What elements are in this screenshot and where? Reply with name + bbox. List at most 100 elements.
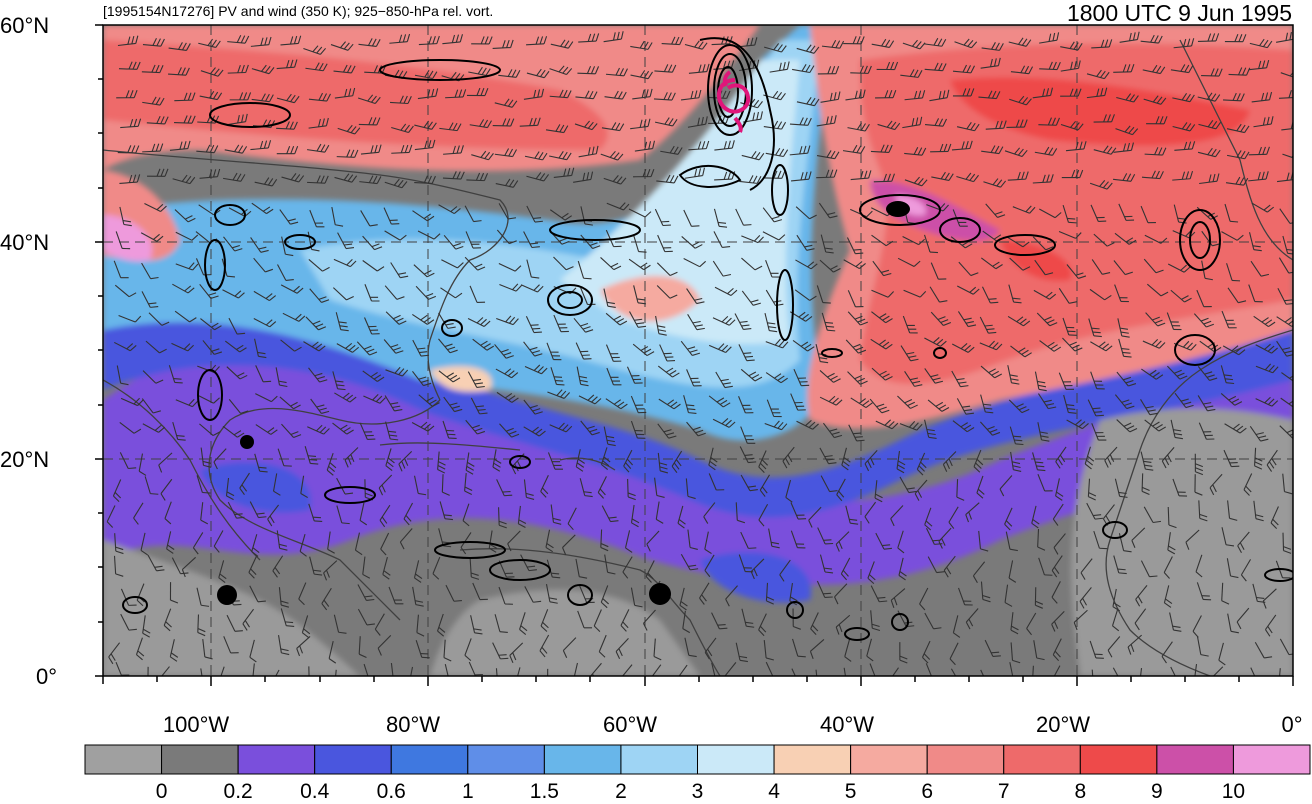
wind-barb [604, 554, 609, 573]
wind-barb [1248, 153, 1267, 156]
wind-barb [1248, 178, 1267, 182]
wind-barb [140, 532, 146, 551]
wind-barb [919, 587, 929, 605]
wind-barb [796, 420, 813, 430]
wind-barb [253, 290, 270, 302]
wind-barb [870, 585, 880, 602]
wind-barb [250, 147, 269, 151]
wind-barb [1102, 504, 1115, 520]
wind-barb [498, 586, 506, 605]
wind-barb [470, 615, 476, 633]
wind-barb [1010, 345, 1026, 358]
wind-barb [645, 560, 655, 577]
wind-barb [540, 475, 549, 492]
wind-barb [1194, 664, 1198, 676]
wind-barb [835, 531, 850, 545]
wind-barb [819, 396, 837, 406]
wind-barb [684, 43, 703, 50]
wind-barb [686, 369, 695, 387]
wind-barb [414, 74, 433, 80]
wind-barb [820, 98, 839, 103]
wind-barb [578, 153, 597, 158]
wind-barb [925, 527, 935, 545]
wind-barb [816, 285, 824, 303]
wind-barb [168, 73, 187, 76]
wind-barb [145, 340, 160, 354]
wind-barb [844, 639, 851, 657]
wind-barb [115, 661, 123, 676]
wind-barb [272, 555, 284, 572]
colorbar-swatch [1156, 744, 1234, 775]
wind-barb [499, 283, 517, 292]
wind-barb [713, 231, 723, 248]
wind-barb [496, 391, 513, 403]
wind-barb [1170, 666, 1176, 676]
wind-barb [385, 421, 391, 440]
wind-barb [1104, 446, 1118, 461]
wind-barb [390, 662, 394, 676]
wind-barb [765, 372, 782, 384]
wind-barb [1008, 41, 1027, 47]
wind-barb [630, 504, 635, 523]
wind-barb [1140, 399, 1151, 416]
wind-barb [1227, 287, 1239, 303]
wind-barb [661, 43, 680, 46]
wind-barb [300, 475, 305, 494]
wind-barb [112, 479, 122, 497]
wind-barb [432, 556, 441, 574]
wind-barb [267, 504, 280, 520]
wind-barb [417, 95, 436, 100]
wind-barb [657, 234, 666, 252]
wind-barb [904, 371, 915, 387]
wind-barb [142, 615, 146, 634]
wind-barb [979, 316, 989, 334]
wind-barb [924, 419, 930, 438]
lon-label-20w: 20°W [1035, 712, 1091, 737]
wind-barb [842, 150, 861, 154]
wind-barb [1197, 636, 1202, 655]
wind-barb [1034, 371, 1040, 390]
wind-barb [711, 43, 730, 46]
wind-barb [1254, 447, 1257, 466]
wind-barb [600, 585, 609, 603]
wind-barb [1166, 312, 1175, 330]
wind-barb [1250, 260, 1262, 277]
hurricane-symbol-icon [716, 70, 751, 133]
wind-barb [164, 501, 172, 519]
wind-barb [654, 121, 673, 127]
wind-barb [1163, 556, 1173, 573]
wind-barb [1060, 46, 1079, 51]
wind-barb [414, 124, 432, 130]
wind-barb [255, 365, 264, 382]
wind-barb [634, 147, 653, 152]
wind-barb [789, 582, 793, 601]
wind-barb [1142, 340, 1160, 349]
wind-barb [657, 423, 670, 439]
wind-barb [1087, 478, 1091, 497]
colorbar-label: 1 [461, 780, 474, 803]
wind-barb [629, 311, 639, 328]
wind-barb [465, 231, 474, 249]
wind-barb [196, 587, 202, 606]
wind-barb [1141, 176, 1160, 180]
wind-barb [740, 426, 748, 444]
wind-barb [1118, 338, 1125, 357]
wind-barb [549, 68, 567, 76]
wind-barb [985, 127, 1004, 130]
wind-barb [579, 585, 588, 603]
wind-barb [924, 507, 932, 525]
wind-barb [174, 99, 193, 102]
wind-barb [739, 446, 749, 463]
wind-barb [785, 479, 792, 498]
wind-barb [172, 178, 191, 185]
wind-barb [357, 584, 367, 601]
wind-barb [954, 41, 972, 49]
wind-barb [819, 554, 826, 573]
wind-barb [1143, 506, 1154, 523]
wind-barb [1226, 558, 1232, 577]
wind-barb [526, 259, 532, 278]
wind-barb [442, 420, 450, 439]
wind-barb [239, 472, 250, 489]
wind-barb [1255, 365, 1273, 374]
wind-barb [1170, 289, 1185, 303]
